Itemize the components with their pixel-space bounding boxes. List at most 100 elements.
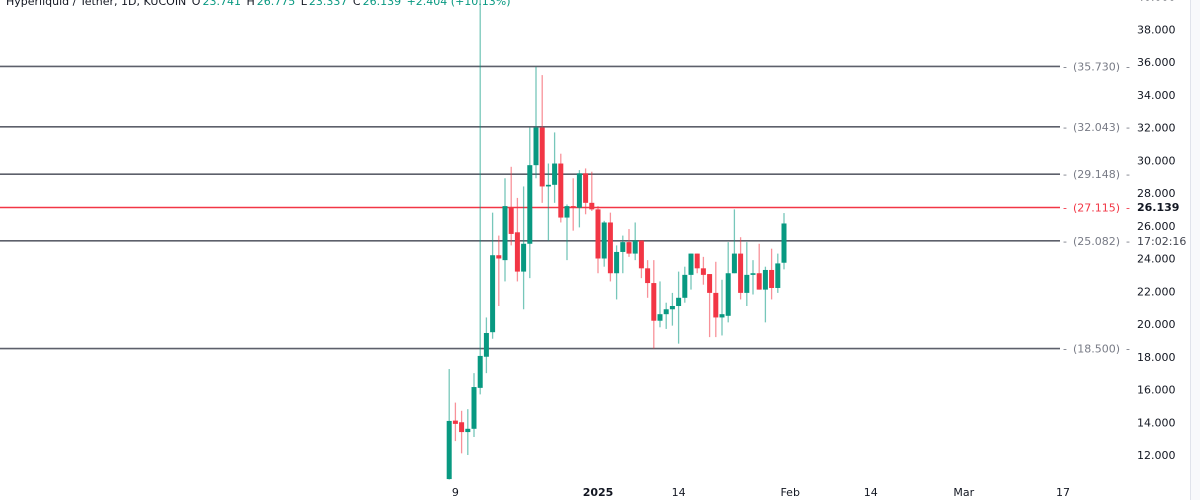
price-tick-label: 40.000 (1137, 0, 1176, 4)
close-value: 26.139 (362, 0, 402, 8)
time-tick-label: 9 (452, 486, 459, 499)
level-label: (35.730) (1073, 60, 1120, 73)
level-dash-right: - (1126, 201, 1130, 214)
price-tick-label: 38.000 (1137, 23, 1176, 36)
open-value: 23.741 (202, 0, 241, 8)
candle-body (700, 268, 706, 275)
low-label: L (300, 0, 307, 8)
price-tick-label: 20.000 (1137, 318, 1176, 331)
candle-body (477, 355, 483, 388)
candle-body (669, 305, 675, 310)
candle-body (663, 309, 669, 315)
time-tick-label: 17 (1056, 486, 1070, 499)
candle-body (769, 269, 775, 288)
candle-body (645, 268, 651, 284)
level-dash-left: - (1063, 235, 1067, 248)
last-price-label: 26.139 (1137, 201, 1179, 214)
candle-body (657, 314, 663, 321)
candle-body (750, 273, 756, 275)
time-tick-label: 14 (864, 486, 878, 499)
candle-body (471, 387, 477, 429)
candle-body (651, 283, 657, 321)
time-tick-label: Mar (953, 486, 974, 499)
candle-body (521, 243, 527, 272)
candle-body (533, 127, 539, 166)
candle-body (762, 269, 768, 290)
candle-body (446, 420, 452, 480)
candle-body (601, 222, 607, 259)
candle-body (607, 222, 613, 274)
price-tick-label: 28.000 (1137, 187, 1176, 200)
time-tick-label: Feb (780, 486, 799, 499)
candle-body (688, 253, 694, 275)
level-label: (27.115) (1073, 201, 1120, 214)
level-label: (18.500) (1073, 343, 1120, 356)
price-tick-label: 32.000 (1137, 122, 1176, 135)
candle-body (719, 314, 725, 318)
level-dash-right: - (1126, 168, 1130, 181)
level-dash-left: - (1063, 343, 1067, 356)
high-value: 26.775 (256, 0, 296, 8)
bar-countdown: 17:02:16 (1137, 235, 1186, 248)
candle-body (638, 240, 644, 269)
candle-body (756, 273, 762, 290)
candle-body (539, 127, 545, 187)
high-label: H (246, 0, 255, 8)
candle-body (552, 163, 558, 185)
level-dash-left: - (1063, 201, 1067, 214)
level-dash-left: - (1063, 168, 1067, 181)
candle-body (725, 273, 731, 316)
candle-body (459, 422, 465, 433)
candle-body (514, 232, 520, 272)
close-label: C (352, 0, 361, 8)
symbol-title: Hyperliquid / Tether, 1D, KUCOIN (6, 0, 187, 8)
price-tick-label: 16.000 (1137, 384, 1176, 397)
open-label: O (191, 0, 201, 8)
candle-body (502, 206, 508, 261)
price-tick-label: 30.000 (1137, 154, 1176, 167)
candle-body (682, 274, 688, 298)
time-axis[interactable]: 9 2025 14 Feb 14 Mar 17 (452, 486, 1070, 499)
candle-body (632, 240, 638, 254)
candle-body (496, 255, 502, 259)
level-label: (25.082) (1073, 235, 1120, 248)
candle-body (707, 274, 713, 293)
candle-body (775, 263, 781, 288)
price-tick-label: 24.000 (1137, 253, 1176, 266)
candle-body (490, 255, 496, 333)
candle-body (676, 297, 682, 306)
symbol-legend: Hyperliquid / Tether, 1D, KUCOIN O 23.741… (6, 0, 513, 8)
candle-body (564, 206, 570, 218)
candle-body (465, 428, 471, 433)
level-dash-right: - (1126, 121, 1130, 134)
candle-body (545, 184, 551, 187)
candle-body (620, 242, 626, 252)
candle-body (558, 163, 564, 218)
change-value: +2.404 (+10.13%) (406, 0, 511, 8)
low-value: 23.337 (308, 0, 348, 8)
level-dash-right: - (1126, 235, 1130, 248)
candle-body (508, 207, 514, 234)
time-tick-label: 2025 (583, 486, 614, 499)
candle-body (583, 173, 589, 203)
price-tick-label: 36.000 (1137, 56, 1176, 69)
price-tick-label: 14.000 (1137, 416, 1176, 429)
level-label: (29.148) (1073, 168, 1120, 181)
price-tick-label: 26.000 (1137, 220, 1176, 233)
right-panel-edge (1190, 0, 1200, 500)
candle-body (781, 223, 787, 263)
candlesticks (446, 0, 787, 480)
candle-body (570, 206, 576, 208)
time-tick-label: 14 (672, 486, 686, 499)
candle-body (589, 202, 595, 210)
candle-body (626, 242, 632, 254)
candle-body (713, 292, 719, 318)
level-dash-left: - (1063, 60, 1067, 73)
price-tick-label: 12.000 (1137, 449, 1176, 462)
candle-body (527, 165, 533, 244)
level-label: (32.043) (1073, 121, 1120, 134)
price-tick-label: 34.000 (1137, 89, 1176, 102)
price-tick-label: 18.000 (1137, 351, 1176, 364)
price-axis[interactable]: 12.000 14.000 16.000 18.000 20.000 22.000 24.0… (1137, 0, 1186, 462)
